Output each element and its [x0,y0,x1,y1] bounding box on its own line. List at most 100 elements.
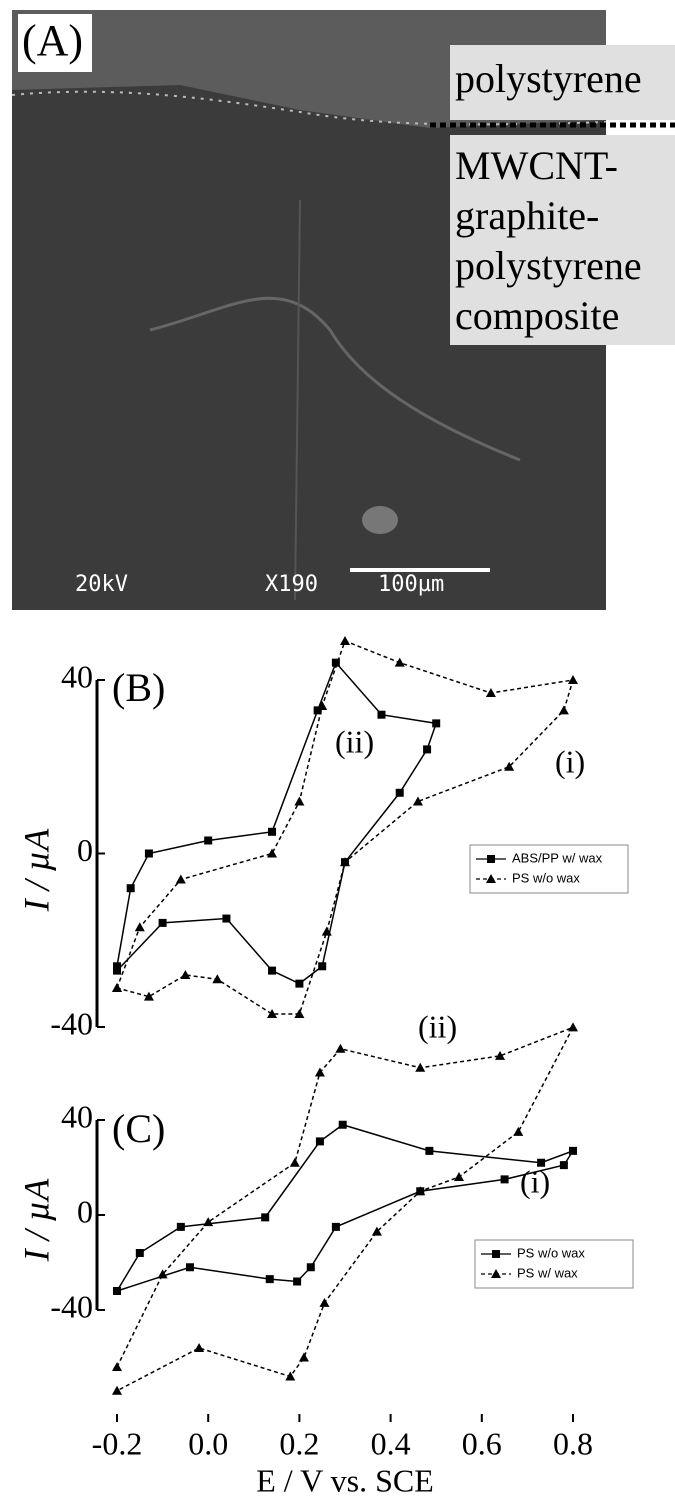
marker [113,966,121,975]
x-tick-label: 0.0 [188,1425,228,1461]
marker [289,1157,300,1167]
marker [265,1275,274,1284]
x-axis-label: E / V vs. SCE [256,1462,434,1497]
marker [295,979,304,988]
marker [212,974,223,984]
annotation: (B) [112,665,165,710]
x-tick-label: 0.6 [462,1425,502,1461]
marker [513,1126,524,1136]
curve [116,661,438,985]
y-axis-label: I / µA [16,1178,56,1263]
marker [267,1008,278,1018]
marker [294,796,305,806]
marker [317,701,328,711]
panel-label: (A) [22,16,83,65]
marker [318,962,327,971]
marker [504,761,515,771]
curve [116,1025,575,1392]
marker [267,848,278,858]
region-box [450,135,675,345]
marker [204,836,213,845]
marker [143,991,154,1001]
marker [335,1043,346,1053]
annotation: (ii) [335,723,374,759]
sem-info: X190 [265,572,318,597]
marker [415,1062,426,1072]
marker [314,1067,325,1077]
legend [469,844,629,894]
marker [485,688,496,698]
marker [144,849,153,858]
marker [394,657,405,667]
region-box [450,45,675,120]
y-tick-label: -40 [50,1005,93,1041]
marker [377,710,386,719]
x-tick-label: 0.2 [279,1425,319,1461]
region-label: MWCNT- [455,143,618,188]
marker [222,914,231,923]
marker [113,962,121,971]
marker [134,922,145,932]
marker [293,1277,302,1286]
marker [331,658,340,667]
sem-info: 20kV [75,572,128,597]
marker [415,1186,426,1196]
marker [313,706,322,715]
marker [294,1008,305,1018]
legend-label: PS w/o wax [512,870,580,885]
legend [474,1239,634,1289]
marker [537,1158,546,1167]
marker [185,1263,194,1272]
region-label: polystyrene [455,243,642,288]
y-tick-label: 0 [77,1193,93,1229]
marker [423,745,432,754]
label-bg [18,14,92,72]
legend-label: PS w/ wax [517,1265,578,1280]
marker [285,1371,296,1381]
y-tick-label: 0 [77,832,93,868]
y-tick-label: 40 [61,658,93,694]
marker [568,675,578,684]
marker [340,635,350,645]
marker [135,1249,144,1257]
marker [486,874,496,883]
marker [500,1175,509,1184]
marker [558,705,569,715]
marker [559,1161,568,1170]
marker [319,1297,330,1307]
marker [194,1343,205,1352]
annotation: (ii) [418,1008,457,1044]
marker [432,719,441,728]
marker [331,1222,340,1231]
marker [158,918,167,927]
marker [113,1287,121,1295]
marker [412,796,423,806]
marker [175,874,186,884]
marker [176,1222,185,1231]
marker [112,1362,122,1371]
marker [126,884,135,893]
marker [454,1172,464,1181]
marker [261,1213,270,1222]
region-label: polystyrene [455,56,642,101]
region-label: composite [455,293,619,338]
y-tick-label: 40 [61,1098,93,1134]
curve [116,639,575,1015]
marker [491,1269,501,1278]
marker [492,1250,500,1258]
marker [340,857,350,867]
marker [306,1263,315,1272]
region-label: graphite- [455,193,599,238]
x-tick-label: 0.8 [553,1425,593,1461]
marker [321,926,332,936]
annotation: (i) [555,743,585,779]
marker [157,1269,168,1279]
x-tick-label: 0.4 [371,1425,411,1461]
legend-label: PS w/o wax [517,1245,585,1260]
sem-info: 100µm [378,572,444,597]
marker [268,966,277,975]
marker [298,1352,309,1362]
marker [495,1050,506,1060]
annotation: (C) [112,1106,165,1151]
